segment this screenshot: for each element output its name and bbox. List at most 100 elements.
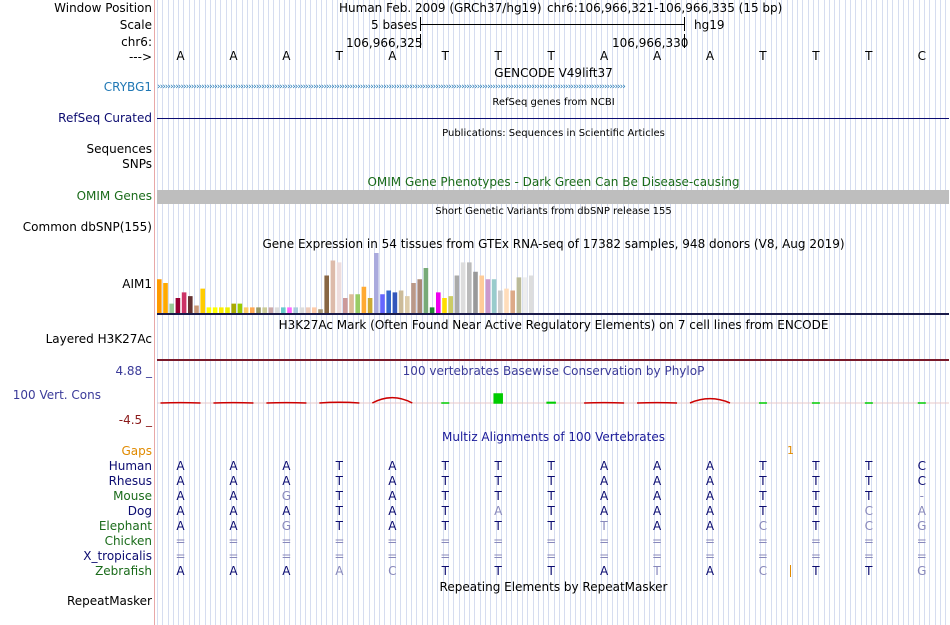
gtex-tissue-bar[interactable] xyxy=(380,294,385,313)
gtex-tissue-bar[interactable] xyxy=(206,307,212,313)
gtex-tissue-bar[interactable] xyxy=(386,290,391,314)
gtex-tissue-bar[interactable] xyxy=(491,279,497,313)
phylop-score-mark[interactable] xyxy=(689,397,731,404)
gtex-tissue-bar[interactable] xyxy=(367,298,373,313)
gtex-tissue-bar[interactable] xyxy=(436,292,441,313)
refseq-track-label[interactable]: RefSeq Curated xyxy=(58,111,152,125)
gtex-tissue-bar[interactable] xyxy=(448,296,453,313)
species-label[interactable]: Mouse xyxy=(113,489,152,503)
species-label[interactable]: Elephant xyxy=(98,519,152,533)
gtex-tissue-bar[interactable] xyxy=(175,298,181,313)
omim-gene-feature[interactable] xyxy=(157,190,949,204)
species-label[interactable]: Human xyxy=(108,459,152,473)
gtex-tissue-bar[interactable] xyxy=(281,307,286,313)
gaps-track-label[interactable]: Gaps xyxy=(121,444,152,458)
reference-base: A xyxy=(599,49,609,63)
gtex-tissue-bar[interactable] xyxy=(243,307,249,313)
gtex-tissue-bar[interactable] xyxy=(343,298,348,313)
gtex-tissue-bar[interactable] xyxy=(522,277,528,313)
gtex-tissue-bar[interactable] xyxy=(274,307,280,313)
gtex-tissue-bar[interactable] xyxy=(473,271,478,313)
aligned-base: A xyxy=(229,519,238,533)
gtex-tissue-bar[interactable] xyxy=(405,296,410,313)
window-position-label: Window Position xyxy=(54,1,152,15)
gtex-tissue-bar[interactable] xyxy=(336,262,342,313)
omim-track-label[interactable]: OMIM Genes xyxy=(76,189,152,203)
repeatmasker-track-title: Repeating Elements by RepeatMasker xyxy=(439,580,668,594)
gtex-tissue-bar[interactable] xyxy=(417,279,422,313)
phylop-score-mark[interactable] xyxy=(319,401,360,404)
phylop-score-mark[interactable] xyxy=(371,396,413,404)
gtex-tissue-bar[interactable] xyxy=(454,275,460,314)
gtex-tissue-bar[interactable] xyxy=(293,307,298,313)
phylop-score-mark[interactable] xyxy=(493,393,503,404)
grid-line xyxy=(167,0,169,625)
repeatmasker-track-label[interactable]: RepeatMasker xyxy=(66,594,152,608)
gtex-tissue-bar[interactable] xyxy=(330,260,336,314)
gtex-track-label[interactable]: AIM1 xyxy=(122,277,152,291)
gtex-tissue-bar[interactable] xyxy=(299,307,305,313)
gtex-tissue-bar[interactable] xyxy=(460,262,466,313)
gtex-tissue-bar[interactable] xyxy=(225,307,230,313)
species-label[interactable]: Dog xyxy=(127,504,152,518)
gtex-tissue-bar[interactable] xyxy=(262,307,267,313)
phylop-track-label[interactable]: 100 Vert. Cons xyxy=(12,388,101,402)
species-label[interactable]: X_tropicalis xyxy=(83,549,152,563)
gtex-tissue-bar[interactable] xyxy=(467,262,472,313)
sequences-track-label[interactable]: Sequences xyxy=(86,142,152,156)
gtex-tissue-bar[interactable] xyxy=(374,253,379,313)
gtex-tissue-bar[interactable] xyxy=(529,275,534,314)
gtex-tissue-bar[interactable] xyxy=(237,303,243,313)
gtex-tissue-bar[interactable] xyxy=(398,290,404,314)
gtex-tissue-bar[interactable] xyxy=(312,307,317,313)
gtex-tissue-bar[interactable] xyxy=(479,275,484,314)
gtex-tissue-bar[interactable] xyxy=(194,305,199,314)
gtex-tissue-bar[interactable] xyxy=(163,283,168,313)
gtex-tissue-bar[interactable] xyxy=(256,307,261,313)
gtex-tissue-bar[interactable] xyxy=(188,296,193,313)
gtex-tissue-bar[interactable] xyxy=(157,279,162,313)
gencode-track-label[interactable]: CRYBG1 xyxy=(103,80,152,94)
crybg1-gene-feature[interactable]: ››››››››››››››››››››››››››››››››››››››››… xyxy=(157,82,626,92)
gtex-tissue-bar[interactable] xyxy=(349,294,354,313)
grid-line xyxy=(844,0,846,625)
refseq-gene-line[interactable] xyxy=(157,118,949,119)
aligned-base: A xyxy=(335,564,344,578)
gtex-tissue-bar[interactable] xyxy=(510,290,515,314)
gtex-tissue-bar[interactable] xyxy=(442,298,447,313)
gtex-tissue-bar[interactable] xyxy=(423,268,429,313)
gtex-tissue-bar[interactable] xyxy=(231,303,236,313)
gtex-tissue-bar[interactable] xyxy=(268,307,274,313)
gtex-tissue-bar[interactable] xyxy=(200,288,205,313)
aligned-base: T xyxy=(547,519,555,533)
gtex-tissue-bar[interactable] xyxy=(516,277,522,313)
gtex-tissue-bar[interactable] xyxy=(212,307,218,313)
species-label[interactable]: Chicken xyxy=(104,534,152,548)
phylop-score-mark[interactable] xyxy=(546,401,556,404)
gtex-tissue-bar[interactable] xyxy=(219,307,224,313)
species-label[interactable]: Rhesus xyxy=(108,474,152,488)
gtex-tissue-bar[interactable] xyxy=(250,307,255,313)
gtex-tissue-bar[interactable] xyxy=(318,309,323,313)
gtex-tissue-bar[interactable] xyxy=(504,288,509,313)
gtex-tissue-bar[interactable] xyxy=(324,275,329,314)
snps-track-label[interactable]: SNPs xyxy=(122,157,152,171)
h3k27ac-signal[interactable] xyxy=(157,359,949,361)
aligned-base: T xyxy=(759,474,767,488)
dbsnp-track-label[interactable]: Common dbSNP(155) xyxy=(22,220,152,234)
h3k27ac-track-label[interactable]: Layered H3K27Ac xyxy=(45,332,152,346)
gtex-tissue-bar[interactable] xyxy=(485,279,491,313)
gtex-tissue-bar[interactable] xyxy=(429,307,435,313)
species-label[interactable]: Zebrafish xyxy=(95,564,152,578)
gtex-tissue-bar[interactable] xyxy=(169,303,174,313)
gtex-tissue-bar[interactable] xyxy=(498,290,503,314)
gtex-tissue-bar[interactable] xyxy=(411,283,416,313)
gtex-tissue-bar[interactable] xyxy=(355,294,360,313)
gtex-tissue-bar[interactable] xyxy=(305,307,311,313)
gtex-tissue-bar[interactable] xyxy=(361,286,367,313)
gtex-tissue-bar[interactable] xyxy=(287,307,292,313)
gtex-tissue-bar[interactable] xyxy=(181,292,187,313)
gtex-tissue-bar[interactable] xyxy=(392,292,398,313)
